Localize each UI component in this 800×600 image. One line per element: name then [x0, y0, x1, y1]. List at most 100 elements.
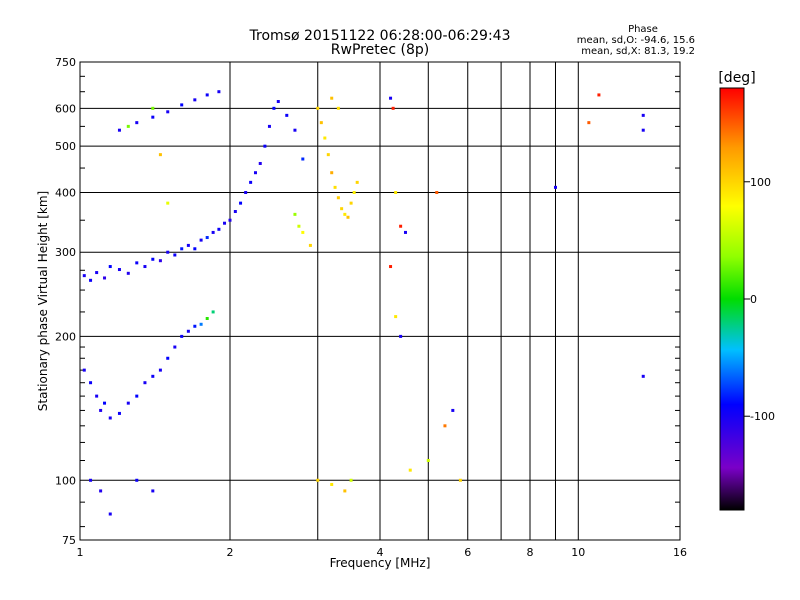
phase-stats-o-line: mean, sd,O: -94.6, 15.6	[577, 35, 695, 46]
data-point	[166, 356, 170, 360]
data-point	[199, 238, 203, 242]
data-point	[443, 424, 447, 428]
data-point	[151, 106, 155, 110]
data-point	[330, 171, 334, 175]
data-point	[272, 106, 276, 110]
x-tick-label: 16	[673, 546, 687, 559]
data-point	[597, 93, 601, 97]
data-point	[267, 124, 271, 128]
data-point	[217, 227, 221, 231]
data-point	[641, 128, 645, 132]
y-tick-label: 750	[55, 56, 76, 69]
data-point	[180, 334, 184, 338]
colorbar: [deg] -100 0 100	[718, 70, 775, 511]
data-point	[193, 324, 197, 328]
data-point	[297, 224, 301, 228]
data-point	[389, 265, 393, 269]
data-point	[82, 368, 86, 372]
data-point	[103, 401, 107, 405]
colorbar-gradient	[719, 87, 745, 511]
y-tick-label: 600	[55, 102, 76, 115]
data-point	[143, 265, 147, 269]
data-point	[117, 128, 121, 132]
data-point	[135, 394, 139, 398]
data-point	[391, 106, 395, 110]
y-axis-label: Stationary phase Virtual Height [km]	[36, 191, 50, 411]
data-point	[180, 103, 184, 107]
data-points	[82, 90, 645, 516]
data-point	[158, 153, 162, 157]
data-point	[151, 257, 155, 261]
data-point	[293, 128, 297, 132]
x-tick-label: 4	[377, 546, 384, 559]
data-point	[346, 215, 350, 219]
data-point	[211, 310, 215, 314]
y-ticks: 75 100 200 300 400 500 600 750	[55, 56, 680, 547]
data-point	[399, 224, 403, 228]
x-ticks: 1 2 4 6 8 10 16	[77, 546, 688, 559]
data-point	[223, 221, 227, 225]
data-point	[326, 153, 330, 157]
data-point	[135, 261, 139, 265]
x-axis-label: Frequency [MHz]	[330, 556, 431, 570]
chart-title: Tromsø 20151122 06:28:00-06:29:43	[249, 28, 511, 44]
data-point	[99, 489, 103, 493]
data-point	[117, 268, 121, 272]
data-point	[301, 157, 305, 161]
data-point	[205, 316, 209, 320]
phase-stats-x-line: mean, sd,X: 81.3, 19.2	[581, 46, 695, 57]
data-point	[336, 106, 340, 110]
data-point	[258, 161, 262, 165]
data-point	[173, 253, 177, 257]
data-point	[82, 274, 86, 278]
data-point	[641, 113, 645, 117]
data-point	[285, 113, 289, 117]
colorbar-tick-label: 0	[750, 293, 757, 306]
data-point	[158, 368, 162, 372]
data-point	[233, 210, 237, 214]
data-point	[389, 96, 393, 100]
y-tick-label: 100	[55, 474, 76, 487]
data-point	[343, 212, 347, 216]
colorbar-label: [deg]	[718, 70, 755, 86]
data-point	[205, 93, 209, 97]
y-tick-label: 300	[55, 246, 76, 259]
data-point	[205, 236, 209, 240]
data-point	[403, 230, 407, 234]
data-point	[352, 190, 356, 194]
y-tick-label: 500	[55, 140, 76, 153]
data-point	[166, 250, 170, 254]
data-point	[199, 322, 203, 326]
data-point	[108, 512, 112, 516]
data-point	[126, 401, 130, 405]
data-point	[135, 478, 139, 482]
data-point	[244, 190, 248, 194]
data-point	[143, 381, 147, 385]
data-point	[95, 394, 99, 398]
data-point	[301, 230, 305, 234]
y-tick-label: 400	[55, 186, 76, 199]
data-point	[343, 489, 347, 493]
colorbar-ticks: -100 0 100	[744, 176, 775, 423]
data-point	[228, 218, 232, 222]
data-point	[316, 106, 320, 110]
data-point	[330, 482, 334, 486]
data-point	[126, 271, 130, 275]
data-point	[108, 416, 112, 420]
data-point	[319, 121, 323, 125]
x-tick-label: 8	[527, 546, 534, 559]
data-point	[89, 278, 93, 282]
grid-lines	[80, 62, 680, 540]
data-point	[108, 265, 112, 269]
data-point	[336, 196, 340, 200]
phase-stats: Phase mean, sd,O: -94.6, 15.6 mean, sd,X…	[577, 24, 695, 57]
data-point	[458, 478, 462, 482]
data-point	[323, 136, 327, 140]
data-point	[186, 329, 190, 333]
data-point	[135, 121, 139, 125]
data-point	[293, 212, 297, 216]
data-point	[193, 247, 197, 251]
data-point	[408, 468, 412, 472]
data-point	[180, 247, 184, 251]
